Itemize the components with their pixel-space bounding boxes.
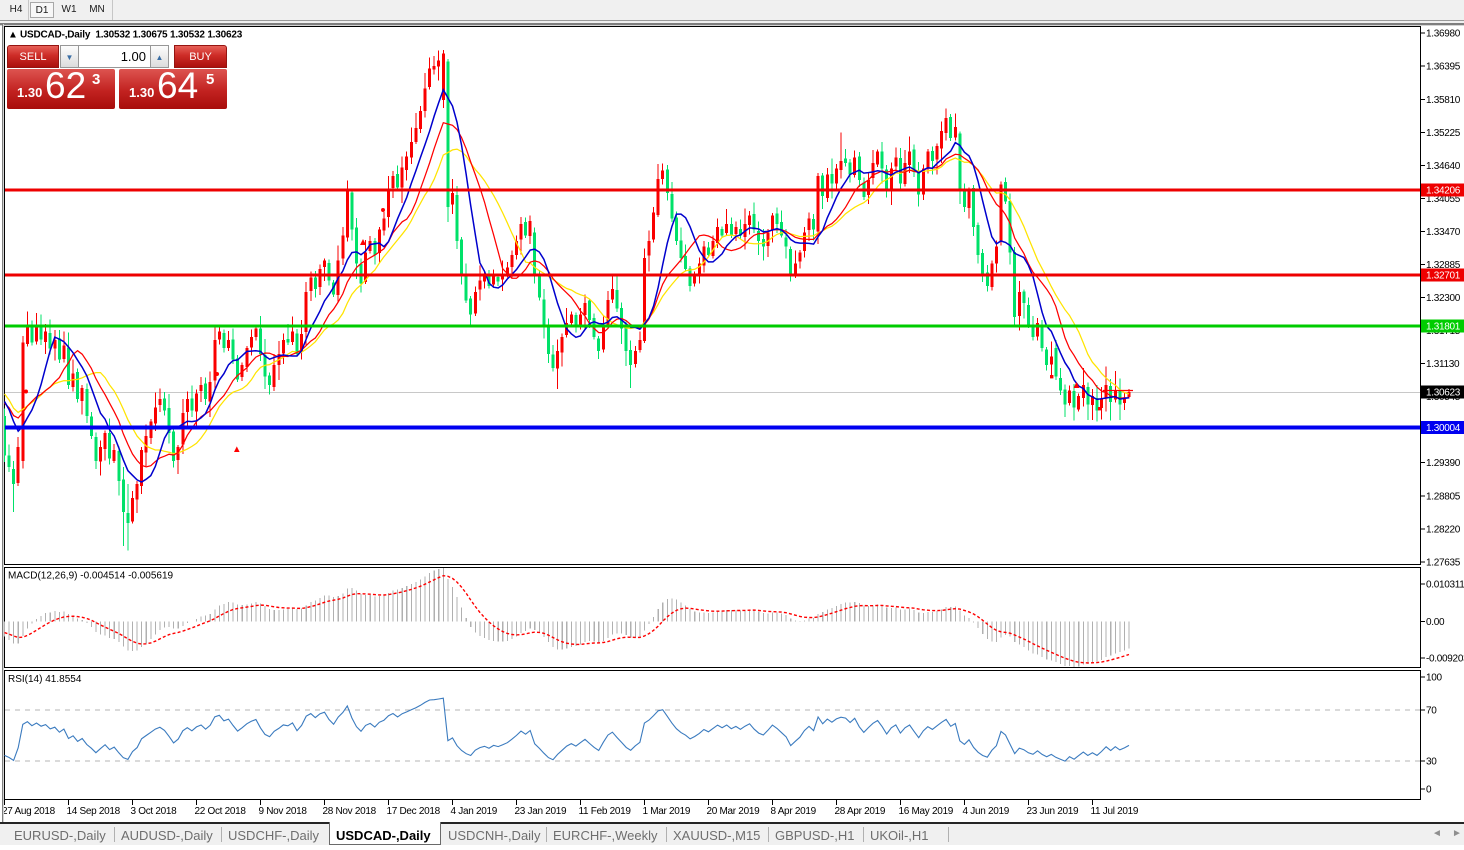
svg-text:1.35810: 1.35810	[1426, 95, 1461, 106]
svg-text:MACD(12,26,9) -0.004514 -0.005: MACD(12,26,9) -0.004514 -0.005619	[8, 571, 174, 582]
svg-text:22 Oct 2018: 22 Oct 2018	[195, 806, 247, 817]
svg-text:28 Apr 2019: 28 Apr 2019	[835, 806, 886, 817]
svg-text:20 Mar 2019: 20 Mar 2019	[707, 806, 761, 817]
svg-text:USDCAD-,Daily 1.30532 1.30675: USDCAD-,Daily 1.30532 1.30675 1.30532 1.…	[20, 30, 243, 41]
svg-text:1.33470: 1.33470	[1426, 227, 1461, 238]
svg-text:1.31801: 1.31801	[1426, 322, 1461, 333]
svg-text:1.32300: 1.32300	[1426, 293, 1461, 304]
svg-text:1.34055: 1.34055	[1426, 194, 1461, 205]
svg-text:23 Jun 2019: 23 Jun 2019	[1027, 806, 1079, 817]
svg-text:16 May 2019: 16 May 2019	[899, 806, 954, 817]
svg-text:1.31130: 1.31130	[1426, 359, 1460, 370]
svg-text:1.34206: 1.34206	[1426, 186, 1461, 197]
svg-text:1.34640: 1.34640	[1426, 161, 1461, 172]
svg-text:17 Dec 2018: 17 Dec 2018	[387, 806, 441, 817]
svg-text:1.36980: 1.36980	[1426, 29, 1461, 40]
svg-text:28 Nov 2018: 28 Nov 2018	[323, 806, 377, 817]
svg-text:RSI(14) 41.8554: RSI(14) 41.8554	[8, 674, 82, 685]
svg-text:1 Mar 2019: 1 Mar 2019	[643, 806, 691, 817]
svg-text:▲: ▲	[8, 30, 18, 41]
svg-text:1.28805: 1.28805	[1426, 491, 1461, 502]
svg-text:0.010311: 0.010311	[1426, 580, 1464, 591]
svg-text:0.00: 0.00	[1426, 617, 1445, 628]
svg-text:14 Sep 2018: 14 Sep 2018	[67, 806, 121, 817]
svg-text:27 Aug 2018: 27 Aug 2018	[2, 806, 56, 817]
svg-text:11 Jul 2019: 11 Jul 2019	[1091, 806, 1139, 817]
svg-text:4 Jun 2019: 4 Jun 2019	[963, 806, 1010, 817]
svg-text:8 Apr 2019: 8 Apr 2019	[771, 806, 817, 817]
svg-text:0: 0	[1426, 785, 1432, 796]
svg-text:1.28220: 1.28220	[1426, 524, 1461, 535]
svg-text:100: 100	[1426, 673, 1443, 684]
svg-text:3 Oct 2018: 3 Oct 2018	[131, 806, 178, 817]
svg-text:1.32701: 1.32701	[1426, 271, 1461, 282]
svg-text:1.30623: 1.30623	[1426, 388, 1461, 399]
svg-text:9 Nov 2018: 9 Nov 2018	[259, 806, 308, 817]
svg-text:1.29390: 1.29390	[1426, 458, 1461, 469]
svg-text:11 Feb 2019: 11 Feb 2019	[579, 806, 632, 817]
svg-text:1.35225: 1.35225	[1426, 128, 1461, 139]
svg-text:70: 70	[1426, 706, 1437, 717]
svg-text:23 Jan 2019: 23 Jan 2019	[515, 806, 567, 817]
svg-text:1.36395: 1.36395	[1426, 62, 1461, 73]
svg-text:4 Jan 2019: 4 Jan 2019	[451, 806, 498, 817]
svg-text:1.32885: 1.32885	[1426, 260, 1461, 271]
svg-text:-0.009203: -0.009203	[1426, 654, 1464, 665]
svg-text:30: 30	[1426, 756, 1437, 767]
svg-text:1.30004: 1.30004	[1426, 423, 1461, 434]
svg-text:1.27635: 1.27635	[1426, 557, 1461, 568]
